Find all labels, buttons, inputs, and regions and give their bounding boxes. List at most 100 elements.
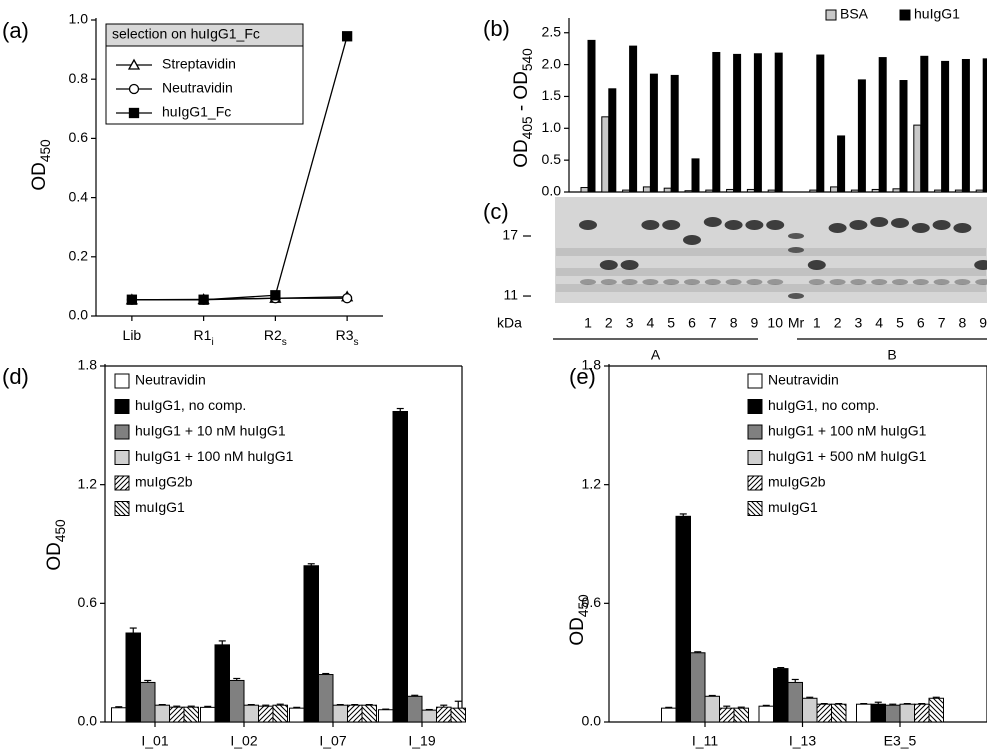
point bbox=[343, 294, 352, 303]
subscript: s bbox=[282, 337, 287, 348]
point bbox=[199, 295, 208, 304]
bar bbox=[408, 696, 423, 722]
bar bbox=[713, 52, 720, 192]
lane-label: 8 bbox=[959, 315, 967, 331]
legend-label: muIgG1 bbox=[768, 499, 818, 515]
bar bbox=[333, 705, 348, 722]
y-tick-label: 0.0 bbox=[69, 307, 89, 323]
gel-band bbox=[726, 279, 742, 285]
group-label: A bbox=[651, 347, 661, 363]
bar bbox=[810, 190, 817, 192]
label-part: OD bbox=[511, 139, 532, 168]
category: Lib bbox=[123, 327, 142, 343]
lane-label: 3 bbox=[626, 315, 634, 331]
point bbox=[343, 32, 352, 41]
ladder-band bbox=[788, 233, 804, 239]
bar bbox=[720, 708, 735, 722]
bar bbox=[215, 645, 230, 722]
legend-swatch bbox=[748, 400, 762, 414]
x-tick-label: R1i bbox=[194, 327, 214, 348]
y-tick-label: 1.5 bbox=[542, 87, 562, 103]
bar bbox=[832, 704, 847, 722]
legend-title: selection on huIgG1_Fc bbox=[112, 26, 260, 42]
bar bbox=[393, 411, 408, 722]
y-tick-label: 1.2 bbox=[582, 475, 602, 491]
x-tick-label: I_02 bbox=[230, 733, 257, 749]
group-label: B bbox=[887, 347, 896, 363]
bar bbox=[803, 698, 818, 722]
panel-label: (a) bbox=[2, 18, 29, 43]
category: R1 bbox=[194, 327, 212, 343]
bar bbox=[734, 54, 741, 192]
legend-swatch bbox=[115, 425, 129, 439]
bar bbox=[691, 653, 706, 722]
bar bbox=[602, 117, 609, 192]
legend-label: huIgG1, no comp. bbox=[135, 397, 246, 413]
lane-label: 8 bbox=[730, 315, 738, 331]
bar bbox=[935, 190, 942, 192]
bar bbox=[451, 708, 466, 722]
bar bbox=[727, 189, 734, 192]
gel-band bbox=[849, 220, 867, 230]
panel-label: (d) bbox=[2, 364, 29, 389]
bar bbox=[662, 708, 677, 722]
ladder-band bbox=[788, 247, 804, 253]
panel-label: (b) bbox=[483, 16, 510, 41]
gel-band bbox=[767, 279, 783, 285]
bar bbox=[259, 706, 274, 722]
bar bbox=[112, 708, 127, 722]
gel-band bbox=[725, 220, 743, 230]
y-axis-label: OD450 bbox=[567, 594, 591, 646]
mw-label: 17 bbox=[502, 227, 518, 243]
y-tick-label: 0.5 bbox=[542, 151, 562, 167]
gel-band bbox=[600, 260, 618, 270]
y-tick-label: 0.6 bbox=[69, 129, 89, 145]
y-tick-label: 0.8 bbox=[69, 70, 89, 86]
gel-band bbox=[621, 260, 639, 270]
bar bbox=[362, 705, 377, 722]
legend-swatch bbox=[115, 476, 129, 490]
bar bbox=[775, 53, 782, 192]
legend-label: muIgG2b bbox=[768, 474, 826, 490]
legend-label: Neutravidin bbox=[135, 372, 206, 388]
label-part: - OD bbox=[511, 71, 532, 116]
gel-band bbox=[850, 279, 866, 285]
legend-marker bbox=[130, 85, 139, 94]
lane-label: 6 bbox=[688, 315, 696, 331]
bar bbox=[914, 125, 921, 192]
x-tick-label: I_13 bbox=[789, 733, 816, 749]
x-tick-label: I_11 bbox=[692, 733, 718, 749]
gel-band bbox=[912, 223, 930, 233]
bar bbox=[759, 706, 774, 722]
y-tick-label: 1.2 bbox=[78, 475, 98, 491]
legend-label: huIgG1 + 10 nM huIgG1 bbox=[135, 423, 286, 439]
y-tick-label: 1.0 bbox=[69, 11, 89, 27]
legend-swatch bbox=[826, 10, 836, 20]
gel-smear bbox=[556, 268, 986, 276]
gel-band bbox=[953, 223, 971, 233]
bar bbox=[273, 705, 288, 722]
category: R2 bbox=[264, 327, 282, 343]
y-tick-label: 0.0 bbox=[78, 713, 98, 729]
legend-swatch bbox=[748, 425, 762, 439]
bar bbox=[871, 704, 886, 722]
legend-swatch bbox=[748, 374, 762, 388]
gel-band bbox=[871, 279, 887, 285]
gel-band bbox=[580, 279, 596, 285]
legend-label: muIgG2b bbox=[135, 474, 193, 490]
bar bbox=[857, 704, 872, 722]
bar bbox=[581, 188, 588, 192]
subscript: 405 bbox=[520, 116, 535, 139]
x-tick-label: I_07 bbox=[319, 733, 346, 749]
bar bbox=[706, 190, 713, 192]
gel-smear bbox=[556, 284, 986, 292]
y-tick-label: 0.4 bbox=[69, 188, 89, 204]
bar bbox=[170, 707, 185, 722]
bar bbox=[676, 516, 691, 722]
lane-label: 4 bbox=[647, 315, 655, 331]
bar bbox=[955, 190, 962, 192]
bar bbox=[976, 190, 983, 192]
lane-label: 7 bbox=[709, 315, 717, 331]
gel-band bbox=[662, 220, 680, 230]
lane-label: Mr bbox=[788, 315, 805, 331]
